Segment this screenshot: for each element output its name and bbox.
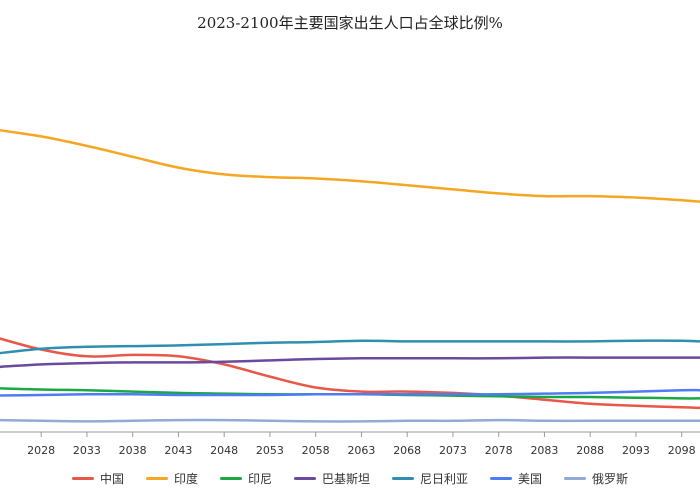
x-tick-label: 2078: [485, 444, 513, 457]
chart-title: 2023-2100年主要国家出生人口占全球比例%: [197, 14, 503, 32]
x-tick-label: 2028: [27, 444, 55, 457]
legend-swatch: [564, 477, 587, 480]
legend: 中国 印度 印尼 巴基斯坦 尼日利亚 美国 俄罗斯: [0, 470, 700, 487]
legend-label: 巴基斯坦: [321, 472, 370, 486]
legend-item[interactable]: 中国: [71, 470, 124, 487]
legend-item[interactable]: 俄罗斯: [564, 470, 628, 487]
legend-swatch: [219, 477, 242, 480]
x-tick-label: 2083: [530, 444, 558, 457]
legend-swatch: [392, 477, 414, 480]
legend-swatch: [490, 477, 513, 480]
series-line-5: [0, 388, 700, 397]
legend-item[interactable]: 巴基斯坦: [293, 470, 370, 487]
x-tick-label: 2038: [119, 444, 147, 457]
x-axis: 2028 2033 2038 2043 2048 2053 2058 2063 2068 2073…: [0, 431, 700, 457]
x-tick-label: 2043: [164, 444, 192, 457]
legend-item[interactable]: 尼日利亚: [392, 470, 468, 487]
series-line-1: [0, 129, 700, 203]
legend-label: 俄罗斯: [592, 472, 629, 486]
legend-item[interactable]: 印尼: [219, 470, 272, 487]
series-line-6: [0, 418, 700, 423]
series-lines: [0, 129, 700, 423]
legend-label: 印度: [173, 472, 198, 486]
x-tick-label: 2058: [302, 444, 330, 457]
x-tick-label: 2073: [439, 444, 467, 457]
x-tick-label: 2098: [668, 444, 696, 457]
x-tick-label: 2093: [622, 444, 650, 457]
series-line-0: [0, 337, 700, 410]
legend-label: 美国: [518, 472, 543, 486]
x-tick-label: 2068: [393, 444, 421, 457]
legend-label: 中国: [99, 472, 124, 486]
x-tick-label: 2053: [256, 444, 284, 457]
series-line-4: [0, 339, 700, 355]
legend-swatch: [71, 477, 94, 480]
legend-swatch: [145, 477, 168, 480]
x-tick-label: 2033: [73, 444, 101, 457]
legend-item[interactable]: 印度: [145, 470, 198, 487]
x-tick-label: 2088: [576, 444, 604, 457]
x-tick-label: 2063: [347, 444, 375, 457]
legend-item[interactable]: 美国: [490, 470, 542, 487]
legend-label: 尼日利亚: [420, 472, 469, 486]
legend-label: 印尼: [247, 472, 272, 486]
legend-swatch: [293, 477, 316, 480]
series-line-3: [0, 356, 700, 369]
x-tick-label: 2048: [210, 444, 238, 457]
